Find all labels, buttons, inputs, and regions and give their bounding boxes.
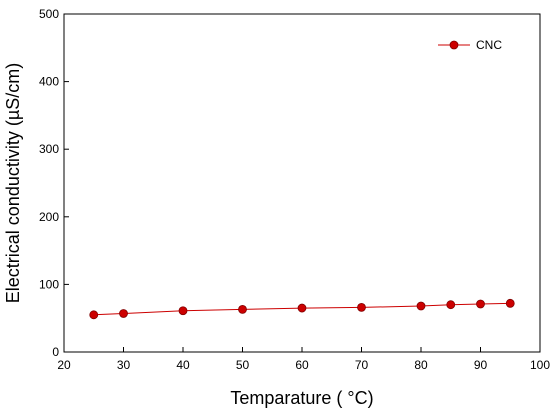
x-tick-label: 60 xyxy=(295,358,309,372)
x-tick-label: 100 xyxy=(530,358,550,372)
x-tick-label: 20 xyxy=(57,358,71,372)
legend-marker xyxy=(449,40,459,50)
data-point xyxy=(446,300,456,310)
data-point xyxy=(238,305,247,314)
y-axis-ticks: 0 100 200 300 400 500 xyxy=(39,7,69,359)
plot-frame xyxy=(63,13,541,353)
y-tick-label: 200 xyxy=(39,210,59,224)
x-axis-ticks: 20 30 40 50 60 70 80 90 100 xyxy=(57,347,550,372)
x-tick-label: 70 xyxy=(355,358,369,372)
y-tick-label: 400 xyxy=(39,75,59,89)
data-point xyxy=(416,301,426,311)
y-tick-label: 100 xyxy=(39,277,59,291)
data-point xyxy=(89,310,99,320)
y-tick-label: 0 xyxy=(52,345,59,359)
x-tick-label: 50 xyxy=(236,358,250,372)
x-tick-label: 40 xyxy=(176,358,190,372)
data-point xyxy=(297,303,307,313)
data-point xyxy=(357,302,366,312)
legend-label-cnc: CNC xyxy=(476,38,502,52)
y-tick-label: 300 xyxy=(39,142,59,156)
data-point xyxy=(476,299,485,309)
series-line-cnc xyxy=(93,302,511,316)
data-point xyxy=(119,309,128,318)
legend: CNC xyxy=(438,38,502,52)
x-axis-title: Temparature ( °C) xyxy=(230,388,373,408)
y-axis-title: Electrical conductivity (µS/cm) xyxy=(3,63,23,303)
series-layer xyxy=(89,298,515,320)
x-tick-label: 90 xyxy=(474,358,488,372)
x-tick-label: 30 xyxy=(117,358,131,372)
y-tick-label: 500 xyxy=(39,7,59,21)
x-tick-label: 80 xyxy=(414,358,428,372)
data-point xyxy=(505,298,515,308)
data-point xyxy=(178,306,188,316)
